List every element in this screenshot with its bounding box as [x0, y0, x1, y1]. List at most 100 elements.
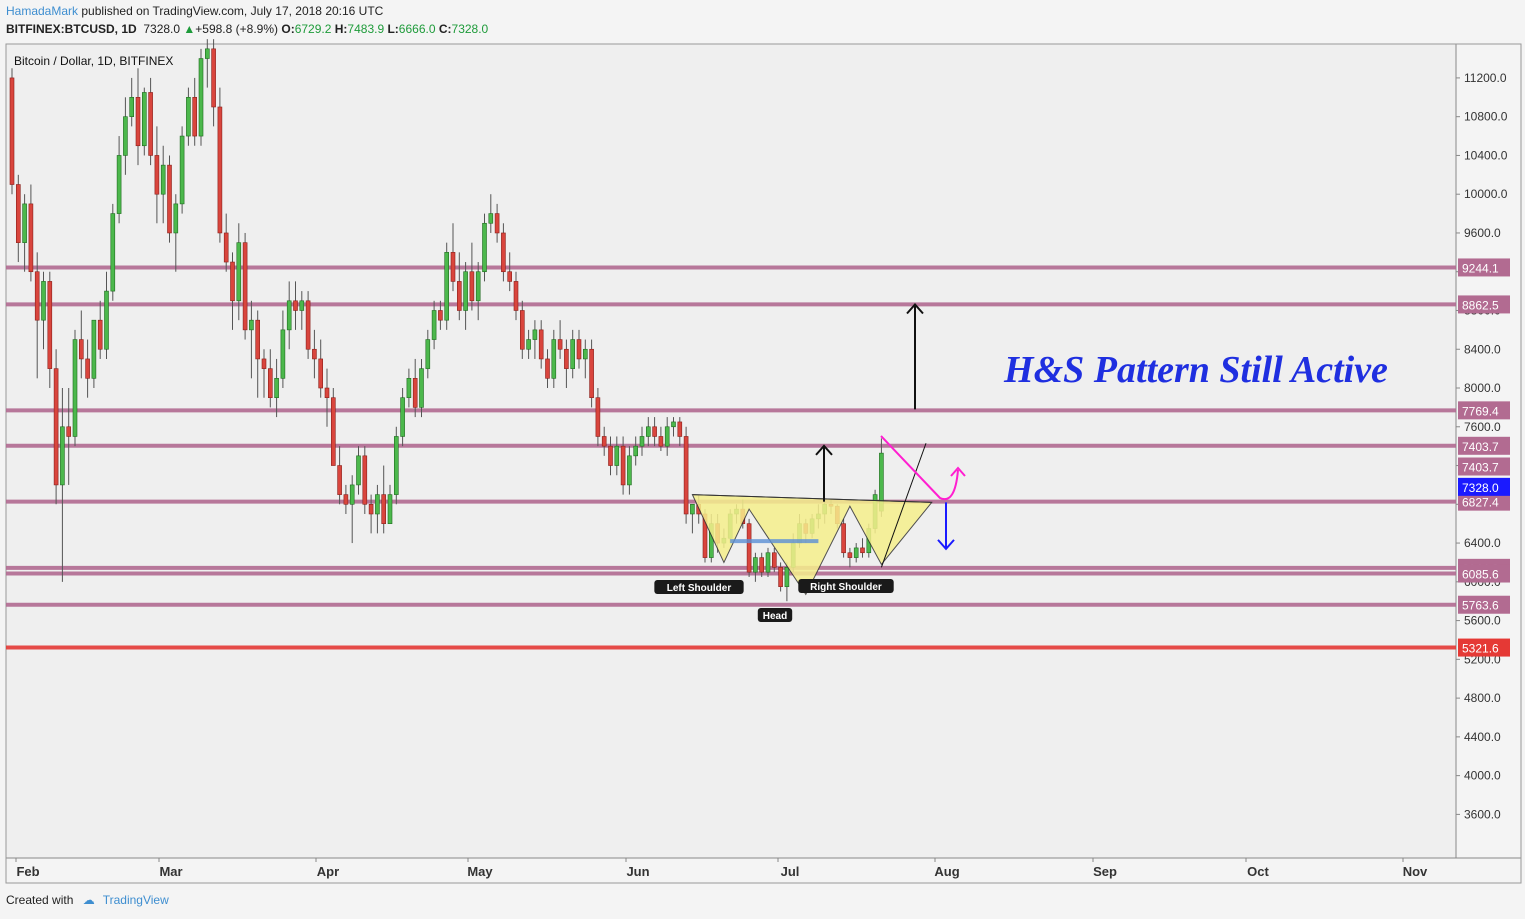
candle-body	[280, 329, 286, 379]
candle	[853, 543, 859, 563]
candle	[765, 547, 771, 577]
candle	[205, 39, 210, 88]
candle-body	[582, 348, 588, 360]
candle	[160, 145, 166, 224]
arrow-head	[906, 302, 924, 315]
candle-body	[431, 310, 437, 340]
plot-area[interactable]	[6, 44, 1456, 858]
candle-body	[841, 523, 846, 554]
time-tick-labels: Feb Mar Apr May Jun Jul Aug Sep Oct Nov	[15, 858, 1428, 879]
candle	[47, 271, 53, 389]
candle	[450, 223, 456, 292]
candle	[337, 446, 342, 505]
candle-body	[217, 106, 223, 234]
time-tick-label: Nov	[1403, 864, 1428, 879]
candle-body	[664, 426, 670, 447]
candle-body	[456, 281, 462, 311]
candle-body	[362, 455, 368, 505]
level-price-tag: 9244.1	[1458, 258, 1510, 277]
candle	[425, 329, 431, 379]
candle-body	[312, 348, 317, 360]
candle-body	[330, 397, 336, 466]
left-shoulder-label: Left Shoulder	[654, 580, 744, 594]
tradingview-logo-icon: ☁	[82, 893, 95, 907]
tradingview-link[interactable]: TradingView	[102, 893, 169, 907]
candle	[116, 136, 122, 224]
candle	[393, 426, 399, 505]
arrow-head	[815, 444, 833, 456]
candle	[110, 203, 116, 301]
footer: Created with ☁ TradingView	[6, 893, 169, 907]
level-tag-text: 7403.7	[1462, 461, 1499, 475]
level-price-tag: 6085.6	[1458, 564, 1510, 583]
pattern-label-text: Left Shoulder	[667, 583, 732, 594]
candle	[22, 194, 27, 272]
candle-body	[564, 348, 569, 369]
candle-body	[274, 378, 279, 399]
head-label: Head	[757, 608, 793, 622]
candle-body	[690, 503, 695, 515]
candle	[526, 329, 531, 359]
candle	[148, 77, 153, 166]
pattern-label-bg	[757, 608, 793, 622]
candle	[576, 329, 582, 369]
candle	[299, 291, 305, 330]
created-with-text: Created with	[6, 893, 74, 907]
candle	[501, 223, 506, 282]
time-axis[interactable]	[6, 858, 1521, 883]
candle	[564, 339, 569, 389]
candle	[356, 446, 361, 495]
candle-body	[419, 368, 424, 408]
candle	[104, 271, 109, 359]
candles	[9, 39, 884, 602]
candle-body	[343, 494, 349, 505]
level-tag-bg	[1458, 477, 1510, 496]
arrow-head	[937, 539, 955, 551]
candle	[267, 349, 273, 408]
author-link[interactable]: HamadaMark	[6, 4, 79, 18]
close-label: C:	[438, 22, 452, 36]
time-tick-label: Feb	[16, 864, 39, 879]
candle	[400, 388, 405, 447]
candle-body	[211, 48, 216, 108]
candle	[860, 538, 865, 558]
price-tick-label: 4000.0	[1464, 769, 1501, 783]
candle	[123, 97, 128, 175]
candle-body	[34, 271, 40, 321]
candle	[167, 155, 172, 243]
publish-line: HamadaMark published on TradingView.com,…	[6, 4, 383, 18]
time-tick-label: Mar	[159, 864, 182, 879]
candle	[595, 388, 601, 447]
candle	[293, 281, 298, 330]
candle-body	[759, 557, 765, 573]
candle	[589, 339, 594, 408]
pattern-label-bg	[798, 579, 894, 593]
level-tag-bg	[1458, 638, 1510, 657]
candle-body	[393, 436, 399, 495]
candle	[179, 126, 185, 214]
candle-body	[97, 319, 103, 350]
candle-body	[381, 494, 387, 524]
candle-body	[463, 271, 468, 311]
candle-body	[438, 310, 443, 321]
last-price: 7328.0	[143, 22, 181, 36]
candle	[34, 252, 40, 379]
upper-target-arrow	[906, 302, 924, 410]
time-tick-label: Jun	[626, 864, 649, 879]
candle-body	[450, 252, 456, 282]
candle	[412, 358, 418, 418]
candle	[97, 300, 103, 359]
level-price-tag: 7403.7	[1458, 457, 1510, 476]
candle-body	[412, 378, 418, 408]
candle	[186, 87, 191, 146]
candle	[463, 262, 468, 330]
candle-body	[324, 387, 330, 399]
candle-body	[72, 339, 78, 437]
candle-body	[671, 421, 676, 428]
candle	[507, 252, 513, 292]
candle-body	[683, 436, 689, 515]
candle-body	[28, 203, 34, 273]
candle	[230, 252, 235, 330]
candle-body	[142, 92, 147, 147]
